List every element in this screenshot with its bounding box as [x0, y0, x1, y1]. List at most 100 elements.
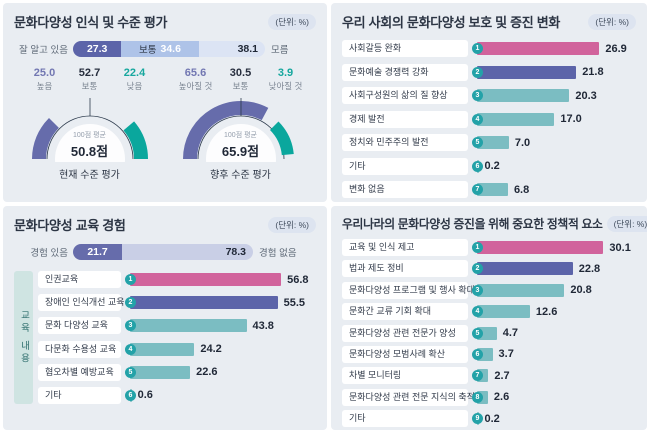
bar-label: 인권교육	[38, 271, 121, 288]
bar-label: 기타	[342, 157, 468, 175]
unit-badge: (단위: %)	[268, 216, 316, 233]
rank-badge: 3	[472, 284, 483, 296]
bar-value: 7.0	[514, 136, 531, 149]
panel-education: 문화다양성 교육 경험 (단위: %) 경험 있음 21.7 78.3 경험 없음…	[3, 206, 327, 430]
bar-value: 26.9	[605, 42, 627, 55]
bar-area: 2 22.8	[472, 260, 636, 277]
bar	[130, 365, 191, 379]
gauge-stat: 22.4 낮음	[112, 67, 157, 92]
bar-row: 변화 없음 7 6.8	[342, 181, 636, 198]
stat-value: 3.9	[277, 67, 294, 79]
stat-value: 30.5	[229, 67, 252, 79]
rank-badge: 7	[472, 370, 483, 382]
rank-badge: 8	[472, 391, 483, 403]
bar-area: 6 3.7	[472, 346, 636, 363]
rank-badge: 5	[125, 366, 136, 378]
bar-area: 3 20.3	[472, 87, 636, 104]
rank-badge: 2	[472, 66, 483, 78]
bar-label: 문화다양성 관련 전문 지식의 축적	[342, 388, 475, 406]
stacked-segment: 78.3	[122, 244, 253, 260]
bar-label: 문화다양성 관련 전문가 양성	[342, 324, 468, 342]
bar-label: 문화다양성 모범사례 확산	[342, 345, 468, 363]
stacked-left-label: 경험 있음	[30, 248, 68, 259]
bar-row: 다문화 수용성 교육 4 24.2	[38, 340, 316, 358]
panel-education-header: 문화다양성 교육 경험 (단위: %)	[14, 215, 316, 234]
gauge-center-text: 100점 평균 65.9점	[168, 130, 313, 160]
bar-area: 9 0.2	[472, 410, 636, 427]
bar-row: 문화간 교류 기회 확대 4 12.6	[342, 303, 636, 321]
bar-area: 5 7.0	[472, 134, 636, 151]
bar-area: 8 2.6	[472, 389, 636, 406]
bar-label: 차별 모니터링	[342, 367, 468, 385]
unit-badge: (단위: %)	[268, 13, 316, 30]
bar-area: 4 17.0	[472, 111, 636, 128]
bar-label: 문화 다양성 교육	[38, 317, 121, 335]
gauge-chart: 100점 평균 65.9점 향후 수준 평가	[168, 98, 313, 181]
bar	[130, 319, 247, 333]
gauge-stat: 30.5 보통	[218, 67, 263, 92]
rank-badge: 6	[472, 348, 483, 360]
bar-value: 20.8	[570, 284, 592, 297]
bar-label: 다문화 수용성 교육	[38, 340, 121, 358]
rank-badge: 3	[472, 90, 483, 101]
bar-row: 사회구성원의 삶의 질 향상 3 20.3	[342, 87, 636, 104]
policy-bar-chart: 교육 및 인식 제고 1 30.1 법과 제도 정비 2 22.8 문화다양성 프로그램 및…	[342, 239, 636, 427]
panel-title: 우리나라의 문화다양성 증진을 위해 중요한 정책적 요소	[342, 217, 603, 231]
bar-label: 문화간 교류 기회 확대	[342, 303, 468, 321]
bar-label: 기타	[342, 410, 468, 427]
bar-value: 21.8	[582, 66, 604, 78]
gauge-stat: 65.6 높아질 것	[173, 67, 218, 92]
gauge-score-value: 50.8점	[70, 144, 109, 159]
bar-row: 법과 제도 정비 2 22.8	[342, 260, 636, 278]
bar-area: 2 55.5	[125, 294, 316, 311]
panel-awareness-header: 문화다양성 인식 및 수준 평가 (단위: %)	[14, 12, 316, 31]
unit-badge: (단위: %)	[588, 13, 636, 30]
bar-value: 12.6	[535, 305, 558, 318]
gauge-stat: 3.9 낮아질 것	[263, 67, 308, 92]
gauge-chart: 100점 평균 50.8점 현재 수준 평가	[17, 98, 162, 181]
bar	[477, 136, 509, 149]
bar-label: 혐오차별 예방교육	[38, 363, 121, 381]
bar-row: 기타 6 0.2	[342, 157, 636, 175]
gauge-stat: 25.0 높음	[22, 67, 67, 92]
stacked-right-label: 경험 없음	[259, 248, 297, 259]
bar-row: 교육 및 인식 제고 1 30.1	[342, 239, 636, 256]
bar-label: 법과 제도 정비	[342, 260, 468, 278]
rank-badge: 7	[472, 184, 483, 195]
bar	[477, 183, 508, 196]
bar-value: 24.2	[200, 343, 222, 356]
bar	[477, 42, 600, 55]
bar-row: 경제 발전 4 17.0	[342, 110, 636, 128]
bar-area: 7 2.7	[472, 367, 636, 384]
bar	[130, 342, 195, 356]
stacked-left-label: 잘 알고 있음	[19, 45, 68, 56]
bar-value: 30.1	[609, 241, 631, 254]
bar	[477, 112, 555, 126]
segment-value: 78.3	[225, 246, 246, 258]
rank-badge: 9	[472, 413, 483, 424]
bar	[477, 65, 577, 79]
stat-label: 보통	[81, 81, 98, 91]
bar-label: 문화예술 경쟁력 강화	[342, 63, 468, 81]
bar	[130, 296, 278, 310]
gauge-stat: 52.7 보통	[67, 67, 112, 92]
bar-value: 2.7	[494, 369, 510, 382]
bar-value: 22.8	[578, 262, 601, 275]
panel-title: 문화다양성 인식 및 수준 평가	[14, 15, 168, 30]
bar-area: 1 56.8	[125, 271, 316, 288]
bar-row: 문화예술 경쟁력 강화 2 21.8	[342, 63, 636, 81]
awareness-pill: 27.3 보통 34.6 38.1	[73, 41, 265, 57]
bar	[477, 283, 565, 297]
bar-value: 22.6	[196, 366, 218, 379]
unit-badge: (단위: %)	[606, 215, 647, 232]
bar-label: 문화다양성 프로그램 및 행사 확대	[342, 281, 475, 299]
bar-area: 1 26.9	[472, 40, 636, 57]
stat-label: 높음	[36, 81, 53, 91]
bar-value: 0.2	[484, 412, 500, 425]
bar-label: 정치와 민주주의 발전	[342, 134, 468, 151]
rank-badge: 3	[125, 320, 136, 332]
education-bar-chart: 인권교육 1 56.8 장애인 인식개선 교육 2 55.5 문화 다양성 교육 3 43.8 다…	[38, 271, 316, 404]
bar-row: 문화다양성 모범사례 확산 6 3.7	[342, 345, 636, 363]
awareness-stacked-bar: 잘 알고 있음 27.3 보통 34.6 38.1 모름	[14, 41, 316, 57]
gauge-stats-row: 25.0 높음 52.7 보통 22.4 낮음 65.6 높아질 것 30.5 보통 3.9 낮아질 …	[14, 67, 316, 92]
